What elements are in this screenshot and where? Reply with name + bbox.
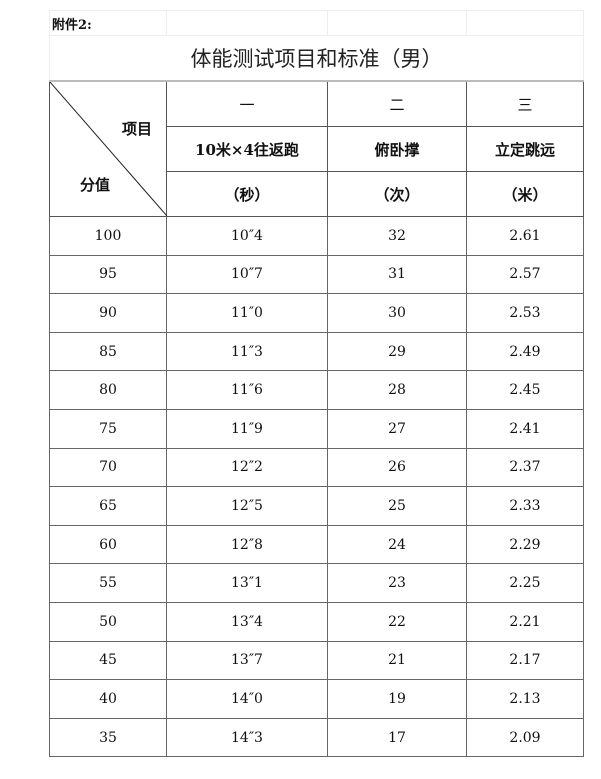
title-row: 体能测试项目和标准（男） [49, 35, 584, 82]
pushup-cell: 29 [327, 331, 467, 372]
table-row: 35 14″3 17 2.09 [49, 717, 584, 758]
shuttle-run-cell: 11″0 [166, 293, 328, 333]
table-row: 85 11″3 29 2.49 [49, 331, 584, 372]
header-row-numbers: 项目 分值 一 二 三 [49, 80, 584, 217]
standards-document: 附件2: 体能测试项目和标准（男） 项目 分值 一 二 三 10米×4往返跑 俯… [49, 10, 584, 758]
shuttle-run-cell: 12″5 [166, 486, 328, 526]
shuttle-run-cell: 12″8 [166, 524, 328, 565]
header-unit: （米） [466, 171, 584, 217]
diagonal-line [50, 82, 167, 216]
diagonal-header-cell: 项目 分值 [49, 80, 167, 217]
shuttle-run-cell: 13″4 [166, 601, 328, 642]
score-cell: 95 [49, 254, 167, 295]
pushup-cell: 30 [327, 293, 467, 333]
standards-table: 附件2: 体能测试项目和标准（男） 项目 分值 一 二 三 10米×4往返跑 俯… [49, 10, 584, 758]
long-jump-cell: 2.37 [466, 447, 584, 488]
pushup-cell: 32 [327, 216, 467, 256]
shuttle-run-cell: 10″4 [166, 216, 328, 256]
table-row: 65 12″5 25 2.33 [49, 486, 584, 526]
shuttle-run-cell: 11″3 [166, 331, 328, 372]
pushup-cell: 23 [327, 563, 467, 603]
header-row-items: 10米×4往返跑 俯卧撑 立定跳远 [50, 126, 584, 172]
header-row-units: （秒） （次） （米） [50, 171, 584, 217]
score-cell: 100 [49, 216, 167, 256]
table-row: 45 13″7 21 2.17 [49, 640, 584, 681]
score-cell: 45 [49, 640, 167, 681]
score-cell: 60 [49, 524, 167, 565]
shuttle-run-cell: 10″7 [166, 254, 328, 295]
pushup-cell: 19 [327, 679, 467, 719]
table-row: 95 10″7 31 2.57 [49, 254, 584, 295]
table-row: 90 11″0 30 2.53 [49, 293, 584, 333]
long-jump-cell: 2.41 [466, 408, 584, 449]
table-row: 75 11″9 27 2.41 [49, 408, 584, 449]
corner-label-item: 项目 [121, 120, 152, 138]
pushup-cell: 28 [327, 370, 467, 410]
pushup-cell: 31 [327, 254, 467, 295]
score-cell: 65 [49, 486, 167, 526]
shuttle-run-cell: 13″7 [166, 640, 328, 681]
pushup-cell: 24 [327, 524, 467, 565]
header-unit: （秒） [166, 171, 328, 217]
long-jump-cell: 2.13 [466, 679, 584, 719]
pushup-cell: 21 [327, 640, 467, 681]
header-number: 三 [466, 80, 584, 127]
score-cell: 90 [49, 293, 167, 333]
shuttle-run-cell: 11″9 [166, 408, 328, 449]
pushup-cell: 25 [327, 486, 467, 526]
table-row: 40 14″0 19 2.13 [49, 679, 584, 719]
long-jump-cell: 2.53 [466, 293, 584, 333]
score-cell: 55 [49, 563, 167, 603]
pushup-cell: 27 [327, 408, 467, 449]
corner-label-score: 分值 [80, 176, 111, 194]
table-row: 50 13″4 22 2.21 [49, 601, 584, 642]
shuttle-run-cell: 12″2 [166, 447, 328, 488]
long-jump-cell: 2.57 [466, 254, 584, 295]
long-jump-cell: 2.33 [466, 486, 584, 526]
header-number: 一 [166, 80, 328, 127]
page-title: 体能测试项目和标准（男） [49, 35, 584, 82]
header-item: 10米×4往返跑 [166, 126, 328, 172]
note-row: 附件2: [49, 10, 584, 36]
table-row: 100 10″4 32 2.61 [49, 216, 584, 256]
pushup-cell: 22 [327, 601, 467, 642]
table-row: 80 11″6 28 2.45 [49, 370, 584, 410]
pushup-cell: 17 [327, 717, 467, 758]
score-cell: 40 [49, 679, 167, 719]
long-jump-cell: 2.17 [466, 640, 584, 681]
table-row: 55 13″1 23 2.25 [49, 563, 584, 603]
shuttle-run-cell: 11″6 [166, 370, 328, 410]
long-jump-cell: 2.25 [466, 563, 584, 603]
score-cell: 50 [49, 601, 167, 642]
header-item: 立定跳远 [466, 126, 584, 172]
score-cell: 35 [49, 717, 167, 758]
score-cell: 70 [49, 447, 167, 488]
shuttle-run-cell: 14″3 [166, 717, 328, 758]
score-cell: 80 [49, 370, 167, 410]
header-number: 二 [327, 80, 467, 127]
long-jump-cell: 2.45 [466, 370, 584, 410]
header-unit: （次） [327, 171, 467, 217]
header-item: 俯卧撑 [327, 126, 467, 172]
long-jump-cell: 2.29 [466, 524, 584, 565]
pushup-cell: 26 [327, 447, 467, 488]
table-row: 60 12″8 24 2.29 [49, 524, 584, 565]
score-cell: 75 [49, 408, 167, 449]
score-cell: 85 [49, 331, 167, 372]
long-jump-cell: 2.49 [466, 331, 584, 372]
shuttle-run-cell: 13″1 [166, 563, 328, 603]
long-jump-cell: 2.61 [466, 216, 584, 256]
long-jump-cell: 2.21 [466, 601, 584, 642]
table-row: 70 12″2 26 2.37 [49, 447, 584, 488]
attachment-note: 附件2: [49, 10, 167, 36]
shuttle-run-cell: 14″0 [166, 679, 328, 719]
long-jump-cell: 2.09 [466, 717, 584, 758]
